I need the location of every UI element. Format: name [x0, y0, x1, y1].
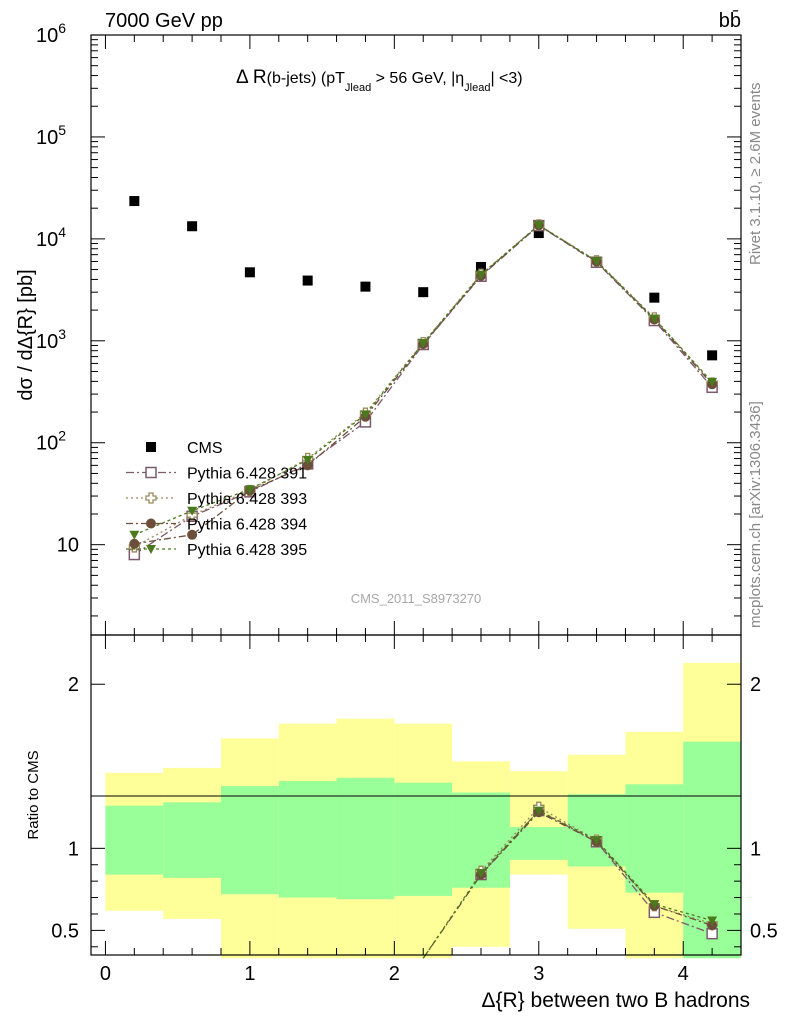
ratio-frame	[90, 634, 742, 956]
data-point	[302, 460, 313, 471]
uncertainty-band-green	[221, 785, 279, 895]
ratio-data-point	[591, 836, 602, 846]
legend-marker	[146, 442, 156, 452]
data-point	[187, 529, 198, 540]
ratio-ylabel: Ratio to CMS	[25, 750, 42, 839]
main-ylabel: dσ / dΔ{R} [pb]	[15, 269, 37, 400]
data-point	[707, 350, 718, 361]
data-point	[649, 292, 660, 303]
data-point	[707, 377, 718, 387]
legend-entry-label: Pythia 6.428 393	[187, 491, 307, 508]
legend-marker	[146, 545, 156, 554]
x-tick-label: 1	[244, 963, 255, 985]
ratio-y-tick-label-left: 0.5	[51, 920, 79, 942]
series-cms	[129, 196, 718, 361]
y-tick-label: 103	[36, 326, 66, 353]
ratio-series-pythia-395	[422, 806, 718, 959]
data-point	[533, 228, 544, 239]
data-point	[418, 287, 429, 298]
legend-marker	[145, 492, 157, 504]
legend-entry-label: CMS	[187, 440, 223, 457]
series-pythia-395	[129, 221, 718, 540]
uncertainty-band-green	[567, 794, 626, 867]
x-axis-label: Δ{R} between two B hadrons	[481, 989, 750, 1012]
ratio-data-point	[476, 868, 486, 878]
legend-marker	[145, 466, 157, 479]
ratio-data-point	[533, 806, 544, 816]
uncertainty-band-green	[105, 805, 164, 875]
x-tick-label: 0	[100, 963, 111, 985]
process-label: bb̄	[719, 9, 741, 32]
ratio-series-line	[422, 809, 713, 959]
series-pythia-391	[128, 219, 718, 561]
data-point	[187, 221, 198, 232]
x-tick-label: 2	[389, 963, 400, 985]
data-point	[418, 339, 429, 349]
data-point	[649, 314, 660, 324]
ratio-y-tick-label-right: 2	[750, 674, 761, 696]
legend-entry-label: Pythia 6.428 394	[187, 517, 307, 534]
mcplots-label: mcplots.cern.ch [arXiv:1306.3436]	[747, 401, 764, 628]
legend-entry-label: Pythia 6.428 391	[187, 466, 307, 483]
data-point	[187, 506, 198, 516]
legend-marker	[146, 518, 156, 529]
data-point	[360, 410, 371, 420]
y-tick-label: 102	[36, 428, 66, 455]
x-tick-label: 3	[533, 963, 544, 985]
y-tick-label: 10	[57, 535, 79, 557]
uncertainty-band-green	[625, 784, 684, 893]
beam-label: 7000 GeV pp	[105, 10, 223, 32]
y-tick-label: 106	[36, 20, 66, 47]
uncertainty-band-green	[394, 782, 453, 896]
uncertainty-band-green	[278, 781, 337, 898]
ratio-data-point	[649, 900, 660, 910]
ratio-y-tick-label-left: 1	[68, 838, 79, 860]
rivet-label: Rivet 3.1.10, ≥ 2.6M events	[747, 83, 764, 266]
data-point	[360, 281, 371, 292]
uncertainty-band-green	[163, 802, 221, 878]
data-point	[302, 455, 313, 465]
main-panel: 10 102 103 104 105 106 Δ R(b-jets) (pTJlead >…	[15, 20, 742, 636]
ratio-series-line	[480, 806, 713, 925]
data-point	[129, 530, 140, 540]
analysis-watermark: CMS_2011_S8973270	[351, 591, 482, 606]
data-point	[129, 538, 140, 549]
ratio-y-tick-label-left: 2	[68, 674, 79, 696]
legend-entry-label: Pythia 6.428 395	[187, 542, 307, 559]
data-point	[476, 261, 486, 272]
y-tick-label: 104	[36, 224, 66, 251]
ratio-y-tick-label-right: 1	[750, 838, 761, 860]
data-point	[591, 257, 602, 267]
x-tick-label: 4	[678, 963, 689, 985]
ratio-series-line	[422, 811, 713, 959]
ratio-panel: 0.5 0.5 1 1 2 2 0 1 2 3 4 Ratio to CMS Δ{R} betwee…	[25, 634, 778, 1012]
data-point	[244, 485, 255, 495]
ratio-data-point	[707, 916, 718, 926]
legend: CMS Pythia 6.428 391 Pythia 6.428 393 Pythi…	[126, 440, 307, 559]
data-point	[244, 267, 255, 278]
data-point	[476, 270, 486, 280]
y-tick-label: 105	[36, 122, 66, 149]
data-point	[302, 275, 313, 286]
uncertainty-band-green	[509, 827, 568, 860]
uncertainty-band-green	[336, 777, 395, 900]
ratio-y-tick-label-right: 0.5	[750, 920, 778, 942]
data-point	[533, 221, 544, 231]
series-line	[134, 224, 713, 536]
data-point	[129, 196, 140, 207]
main-title: Δ R(b-jets) (pTJlead > 56 GeV, |ηJlead| …	[236, 67, 523, 94]
